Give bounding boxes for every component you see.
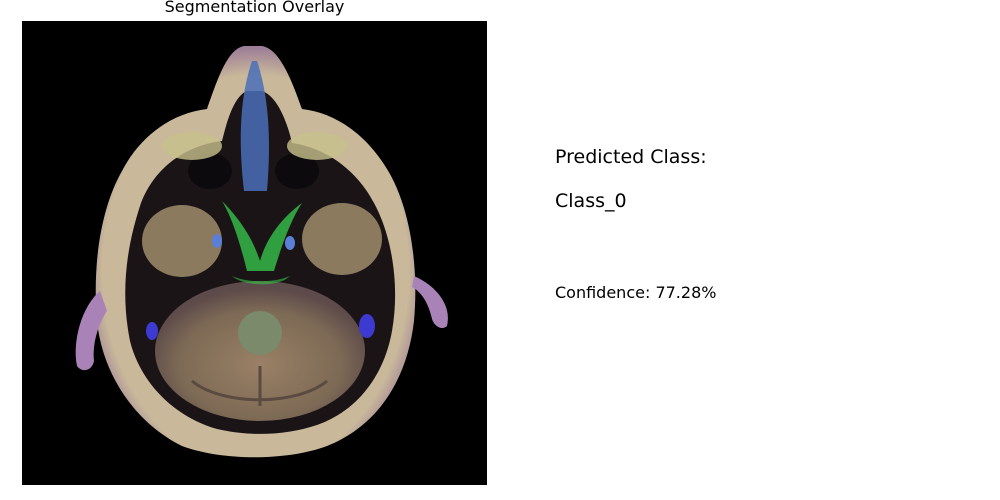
predicted-class-value: Class_0 <box>555 190 627 212</box>
confidence-text: Confidence: 77.28% <box>555 283 717 302</box>
segmentation-highlight <box>222 201 302 271</box>
left-temporal-lobe <box>142 205 222 277</box>
brainstem <box>238 311 282 355</box>
mri-scan-drawing <box>22 21 487 485</box>
nasal-septum <box>240 61 269 191</box>
panel-title: Segmentation Overlay <box>164 0 345 16</box>
right-orbit-rim <box>287 132 347 160</box>
blue-accent-mid-right <box>285 236 295 250</box>
blue-accent-mid-left <box>212 234 222 248</box>
predicted-class-label: Predicted Class: <box>555 146 707 168</box>
right-temporal-lobe <box>302 203 382 275</box>
right-orbit <box>275 153 319 189</box>
mri-segmentation-image <box>22 21 487 485</box>
blue-accent-right <box>359 314 375 338</box>
left-ear <box>75 291 107 371</box>
segmentation-highlight-secondary <box>232 276 290 285</box>
left-orbit <box>188 153 232 189</box>
right-ear <box>412 276 448 329</box>
left-orbit-rim <box>162 132 222 160</box>
blue-accent-left <box>146 322 158 340</box>
